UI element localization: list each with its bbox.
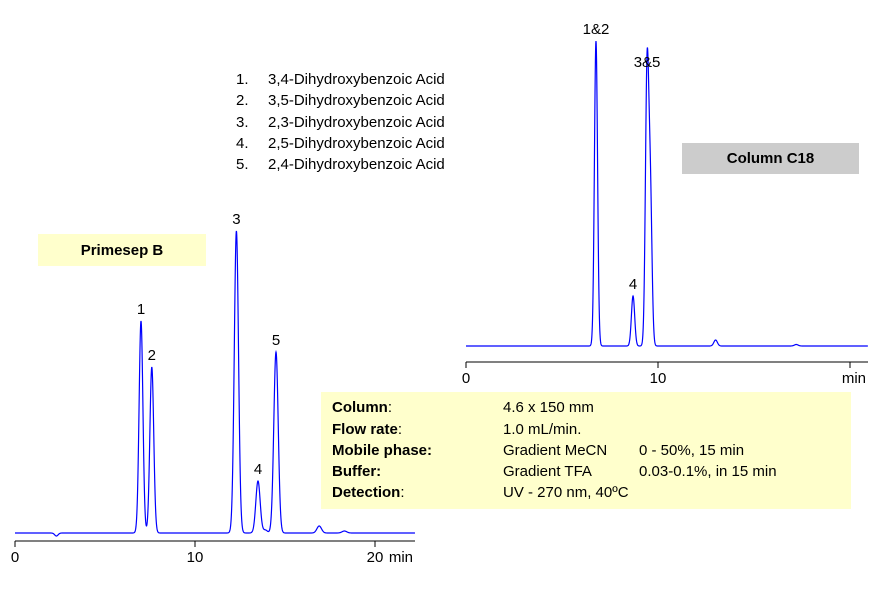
x-tick-label: 0 <box>462 370 470 387</box>
column-label-primesep-b: Primesep B <box>38 234 206 266</box>
x-tick-label: 20 <box>367 549 384 566</box>
x-tick-label: 10 <box>187 549 204 566</box>
peak-label: 5 <box>272 332 280 349</box>
peak-label: 3&5 <box>634 54 661 71</box>
x-tick-label: 0 <box>11 549 19 566</box>
legend-item: 4. 2,5-Dihydroxybenzoic Acid <box>236 134 445 152</box>
x-tick-label: 10 <box>650 370 667 387</box>
peak-label: 4 <box>629 276 637 293</box>
x-axis-unit: min <box>842 370 866 387</box>
peak-label: 3 <box>232 211 240 228</box>
compound-legend: 1. 3,4-Dihydroxybenzoic Acid 2. 3,5-Dihydr… <box>236 69 445 175</box>
conditions-box: Column: 4.6 x 150 mm Flow rate: 1.0 mL/min… <box>321 392 851 509</box>
legend-item: 2. 3,5-Dihydroxybenzoic Acid <box>236 92 445 110</box>
peak-label: 4 <box>254 461 262 478</box>
chromatogram-trace <box>466 40 868 347</box>
peak-label: 2 <box>148 347 156 364</box>
peak-label: 1&2 <box>583 21 610 38</box>
legend-item: 1. 3,4-Dihydroxybenzoic Acid <box>236 71 445 88</box>
legend-item: 3. 2,3-Dihydroxybenzoic Acid <box>236 113 445 131</box>
peak-label: 1 <box>137 301 145 318</box>
column-label-c18: Column C18 <box>682 143 859 174</box>
x-axis-unit: min <box>389 549 413 566</box>
chromatogram-trace <box>15 230 415 537</box>
legend-item: 5. 2,4-Dihydroxybenzoic Acid <box>236 156 445 174</box>
